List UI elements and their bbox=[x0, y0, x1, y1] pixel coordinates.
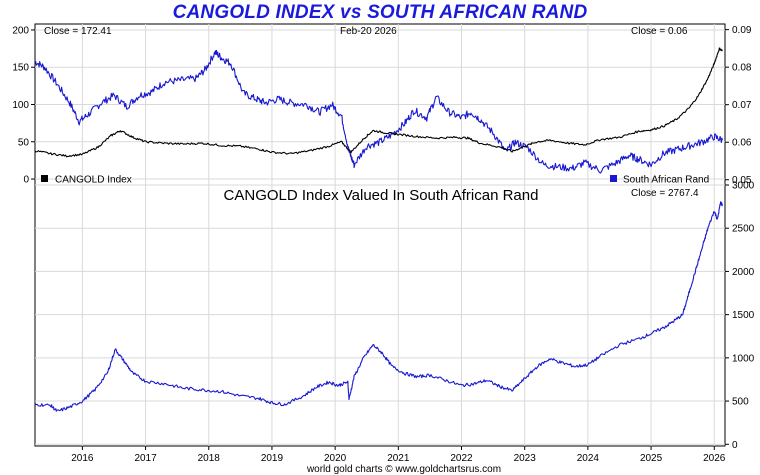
bottom-right-tick-label: 2000 bbox=[732, 267, 755, 278]
top-close-left: Close = 172.41 bbox=[44, 26, 112, 37]
top-right-tick-label: 0.09 bbox=[732, 25, 752, 36]
series-line-south-african-rand bbox=[34, 49, 724, 174]
top-right-tick-label: 0.05 bbox=[732, 175, 752, 186]
legend-label-rand: South African Rand bbox=[623, 175, 709, 186]
top-left-tick-label: 200 bbox=[12, 25, 29, 36]
bottom-panel-frame bbox=[34, 184, 726, 447]
series-line-cangold-index bbox=[34, 47, 723, 158]
top-left-tick-label: 150 bbox=[12, 63, 29, 74]
x-tick-label: 2021 bbox=[387, 453, 410, 464]
legend-label-cangold: CANGOLD Index bbox=[55, 175, 132, 186]
x-tick-label: 2024 bbox=[577, 453, 600, 464]
axis-layer: 2016 2017 2018 2019 2020 2021 2022 2023 2024 2025… bbox=[12, 25, 754, 464]
x-tick-label: 2026 bbox=[703, 453, 726, 464]
bottom-right-tick-label: 1500 bbox=[732, 310, 755, 321]
top-right-tick-label: 0.07 bbox=[732, 100, 752, 111]
x-tick-label: 2020 bbox=[324, 453, 347, 464]
bottom-right-tick-label: 1000 bbox=[732, 353, 755, 364]
bottom-right-tick-label: 2500 bbox=[732, 224, 755, 235]
bottom-right-tick-label: 500 bbox=[732, 397, 749, 408]
series-line-cangold-in-zar bbox=[34, 201, 723, 412]
series-layer bbox=[34, 47, 724, 412]
main-title: CANGOLD INDEX vs SOUTH AFRICAN RAND bbox=[172, 2, 588, 23]
top-left-tick-label: 0 bbox=[23, 175, 29, 186]
x-tick-label: 2016 bbox=[71, 453, 94, 464]
top-right-tick-label: 0.08 bbox=[732, 63, 752, 74]
top-left-tick-label: 50 bbox=[18, 137, 30, 148]
legend-swatch-rand bbox=[610, 175, 617, 182]
x-tick-label: 2023 bbox=[514, 453, 537, 464]
x-tick-label: 2022 bbox=[450, 453, 473, 464]
x-tick-label: 2025 bbox=[640, 453, 663, 464]
bottom-panel-title: CANGOLD Index Valued In South African Ra… bbox=[224, 187, 539, 204]
x-tick-label: 2019 bbox=[261, 453, 284, 464]
bottom-right-tick-label: 3000 bbox=[732, 181, 755, 192]
bottom-close-label: Close = 2767.4 bbox=[631, 188, 699, 199]
x-tick-label: 2017 bbox=[134, 453, 157, 464]
top-close-right: Close = 0.06 bbox=[631, 26, 688, 37]
bottom-right-tick-label: 0 bbox=[732, 440, 738, 451]
legend-swatch-cangold bbox=[41, 175, 48, 182]
top-right-tick-label: 0.06 bbox=[732, 138, 752, 149]
x-tick-label: 2018 bbox=[198, 453, 221, 464]
top-left-tick-label: 100 bbox=[12, 100, 29, 111]
footer-credit: world gold charts © www.goldchartsrus.co… bbox=[306, 464, 501, 475]
top-date-label: Feb-20 2026 bbox=[340, 26, 397, 37]
grid bbox=[35, 24, 725, 446]
